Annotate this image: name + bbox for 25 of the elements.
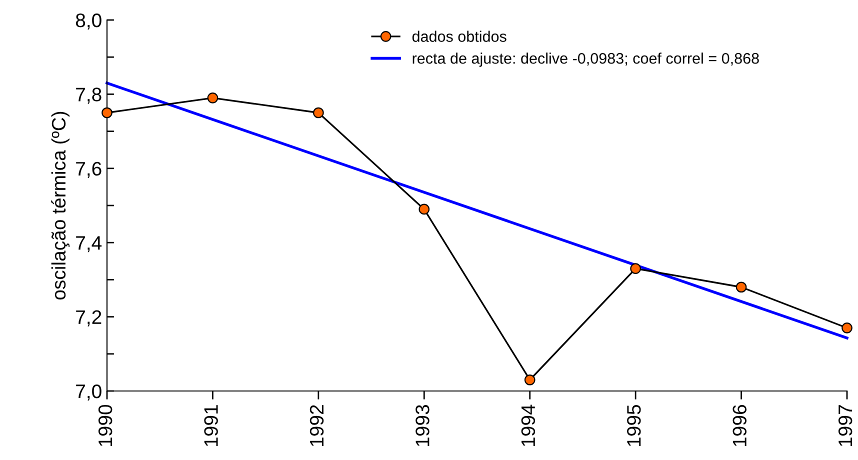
y-tick-label: 7,4 <box>76 236 102 252</box>
legend-label: recta de ajuste: declive -0,0983; coef correl = 0,868 <box>412 52 759 67</box>
x-tick-label: 1994 <box>521 404 536 446</box>
x-tick-label: 1992 <box>310 405 324 446</box>
y-tick-label: 7,0 <box>76 384 102 401</box>
y-tick-label: 7,6 <box>76 162 102 178</box>
point <box>736 282 747 293</box>
x-tick-label: 1990 <box>98 404 112 446</box>
point <box>418 204 430 215</box>
point <box>630 263 641 274</box>
point <box>842 322 852 334</box>
x-tick-label: 1995 <box>627 405 641 446</box>
point <box>102 107 112 118</box>
y-tick-label: 8,0 <box>76 13 102 30</box>
x-tick-label: 1991 <box>204 405 218 446</box>
point <box>207 92 218 104</box>
y-tick-label: 7,8 <box>76 88 102 104</box>
x-tick-label: 1996 <box>732 405 747 446</box>
x-tick-label: 1997 <box>838 405 852 446</box>
y-axis-title: oscilação térmica (ºC) <box>51 112 70 300</box>
x-tick-label: 1993 <box>416 405 430 446</box>
y-tick-label: 7,2 <box>76 310 102 326</box>
legend-label: dados obtidos <box>412 30 506 42</box>
point <box>313 107 324 118</box>
point <box>524 374 536 386</box>
